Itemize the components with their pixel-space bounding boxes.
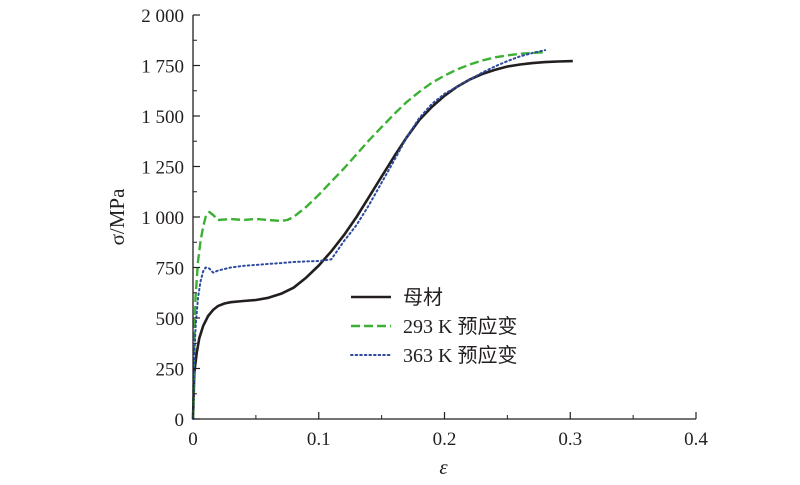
y-tick-label: 500 — [156, 309, 185, 330]
y-tick-label: 1 000 — [141, 208, 184, 229]
axes: 0 250 500 750 1 000 1 250 1 500 1 750 2 000 0 0.1 0… — [105, 6, 708, 479]
series-line-2 — [191, 51, 546, 420]
y-tick-label: 1 750 — [141, 57, 184, 78]
legend-label-3: 363 K 预应变 — [403, 344, 517, 367]
x-tick-label: 0.4 — [684, 429, 708, 450]
series-layer — [191, 49, 573, 420]
y-tick-label: 1 500 — [141, 107, 184, 128]
x-tick-label: 0.3 — [558, 429, 582, 450]
y-axis-title: σ/MPa — [105, 188, 129, 246]
y-tick-label: 2 000 — [141, 6, 184, 27]
x-tick-label: 0.2 — [433, 429, 457, 450]
series-line-3 — [192, 49, 547, 420]
x-tick-label: 0 — [188, 429, 198, 450]
y-tick-label: 1 250 — [141, 158, 184, 179]
x-tick-label: 0.1 — [307, 429, 331, 450]
series-line-1 — [191, 59, 573, 420]
y-tick-label: 0 — [175, 410, 185, 431]
y-tick-label: 250 — [156, 360, 185, 381]
x-axis-title: ε — [439, 455, 448, 479]
y-tick-label: 750 — [156, 259, 185, 280]
legend: 母材 293 K 预应变 363 K 预应变 — [350, 286, 517, 367]
legend-label-2: 293 K 预应变 — [403, 315, 517, 338]
legend-label-1: 母材 — [403, 286, 443, 309]
